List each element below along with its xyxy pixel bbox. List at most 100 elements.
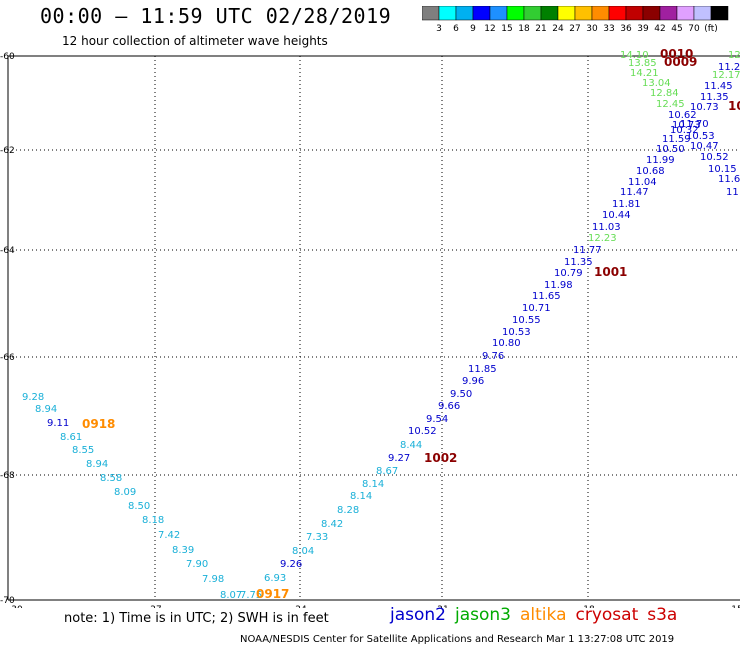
wave-height-label: 10.52 — [408, 426, 437, 437]
satellite-legend: jason2 jason3 altika cryosat s3a — [390, 605, 686, 625]
longitude-tick-label: -27 — [147, 605, 162, 608]
wave-height-label: 10.62 — [668, 110, 697, 121]
wave-height-label: 7.33 — [306, 532, 328, 543]
wave-height-label: 9.11 — [47, 418, 69, 429]
legend-item-cryosat: cryosat — [575, 605, 639, 625]
wave-height-label: 11.70 — [680, 119, 709, 130]
latitude-tick-label: -64 — [0, 246, 15, 256]
wave-height-label: 9.28 — [22, 392, 44, 403]
wave-height-label: 12 — [728, 50, 740, 61]
wave-height-label: 11.04 — [628, 177, 657, 188]
color-scale-label: 45 — [671, 24, 682, 34]
axis-tick-labels: -30 -27 -24 -21 -18 -15 -60 -62 -64 -66 -68 -70 — [0, 52, 740, 608]
wave-height-label: 12.45 — [656, 99, 685, 110]
wave-height-label: 10.55 — [512, 315, 541, 326]
wave-height-label: 9.66 — [438, 401, 460, 412]
latitude-tick-label: -68 — [0, 471, 15, 481]
wave-height-label: 8.07 — [220, 590, 242, 601]
wave-height-label: 8.61 — [60, 432, 82, 443]
color-scale-label: 3 — [436, 24, 442, 34]
wave-height-label: 7.42 — [158, 530, 180, 541]
color-scale-label: 6 — [453, 24, 459, 34]
wave-height-label: 11.81 — [612, 199, 641, 210]
wave-height-label: 7.75 — [240, 590, 262, 601]
color-scale-label: (ft) — [704, 24, 718, 34]
map-subtitle: 12 hour collection of altimeter wave hei… — [62, 34, 328, 48]
wave-height-label: 8.14 — [362, 479, 384, 490]
longitude-tick-label: -15 — [728, 605, 740, 608]
wave-height-label: 10.73 — [690, 102, 719, 113]
time-stamp-label: 0917 — [256, 587, 289, 601]
wave-height-label: 11 — [726, 187, 739, 198]
wave-height-label: 11.59 — [662, 134, 691, 145]
wave-height-label: 8.28 — [337, 505, 359, 516]
altimeter-map: -30 -27 -24 -21 -18 -15 -60 -62 -64 -66 -68 -70 9.2… — [0, 47, 740, 608]
footer-credit: NOAA/NESDIS Center for Satellite Applica… — [240, 634, 675, 645]
wave-height-label: 11.45 — [704, 81, 733, 92]
wave-height-label: 11.35 — [564, 257, 593, 268]
color-scale-label: 24 — [552, 24, 564, 34]
wave-height-label: 10.53 — [502, 327, 531, 338]
wave-height-label: 11.47 — [620, 187, 649, 198]
time-stamp-label: 0010 — [660, 47, 693, 61]
wave-height-label: 10.50 — [656, 144, 685, 155]
color-scale-bar: 3 6 9 12 15 18 21 24 27 30 33 36 39 42 45 70 (ft) — [422, 6, 729, 34]
legend-item-jason2: jason2 — [390, 605, 446, 625]
wave-height-label: 8.55 — [72, 445, 94, 456]
latitude-tick-label: -62 — [0, 146, 15, 156]
latitude-tick-label: -66 — [0, 353, 15, 363]
color-scale-label: 36 — [620, 24, 632, 34]
wave-height-label: 13.85 — [628, 58, 657, 69]
wave-height-label: 11.98 — [544, 280, 573, 291]
wave-height-label: 11.77 — [573, 245, 602, 256]
wave-height-label: 7.98 — [202, 574, 224, 585]
color-scale-label: 39 — [637, 24, 649, 34]
time-stamp-label: 1002 — [424, 451, 457, 465]
color-scale-label: 21 — [535, 24, 546, 34]
legend-item-jason3: jason3 — [455, 605, 511, 625]
color-scale-label: 42 — [654, 24, 665, 34]
graticule — [8, 56, 740, 600]
wave-height-label: 11.35 — [700, 92, 729, 103]
color-scale-label: 27 — [569, 24, 580, 34]
wave-height-label: 8.94 — [86, 459, 108, 470]
color-scale-label: 15 — [501, 24, 512, 34]
color-scale-label: 12 — [484, 24, 495, 34]
wave-height-label: 10.47 — [690, 141, 719, 152]
wave-height-label: 10.53 — [686, 131, 715, 142]
latitude-tick-label: -70 — [0, 596, 15, 606]
latitude-tick-label: -60 — [0, 52, 15, 62]
wave-height-label: 8.18 — [142, 515, 164, 526]
wave-height-label: 11.6 — [718, 174, 740, 185]
wave-height-label: 11.85 — [468, 364, 497, 375]
wave-height-label: 14.10 — [620, 50, 649, 61]
color-scale-label: 33 — [603, 24, 614, 34]
wave-height-label: 11.65 — [532, 291, 561, 302]
wave-height-label: 11.03 — [592, 222, 621, 233]
wave-height-label: 10.79 — [554, 268, 583, 279]
wave-height-label: 8.14 — [350, 491, 372, 502]
wave-height-label: 10.15 — [708, 164, 737, 175]
time-stamp-label: 1001 — [594, 265, 627, 279]
footer-note: note: 1) Time is in UTC; 2) SWH is in fe… — [64, 611, 329, 626]
legend-item-altika: altika — [520, 605, 567, 625]
wave-height-label: 8.44 — [400, 440, 422, 451]
wave-height-label: 8.42 — [321, 519, 343, 530]
wave-height-label: 11.2 — [718, 62, 740, 73]
wave-height-label: 14.21 — [630, 68, 659, 79]
wave-height-label: 12.84 — [650, 88, 679, 99]
wave-height-label: 9.50 — [450, 389, 472, 400]
wave-height-label: 12.17 — [712, 70, 740, 81]
wave-height-label: 13.04 — [642, 78, 671, 89]
wave-height-labels: 9.288.949.11 09188.618.558.948.588.098.50… — [22, 47, 740, 601]
time-stamp-label: 0918 — [82, 417, 115, 431]
color-scale-label: 70 — [688, 24, 700, 34]
wave-height-label: 9.26 — [280, 559, 302, 570]
wave-height-label: 10.52 — [700, 152, 729, 163]
wave-height-label: 9.96 — [462, 376, 484, 387]
color-scale-label: 30 — [586, 24, 598, 34]
color-scale-label: 9 — [470, 24, 476, 34]
color-scale-swatch — [710, 6, 729, 21]
time-stamp-label: 0009 — [664, 55, 697, 69]
time-stamp-label: 10 — [728, 99, 740, 113]
